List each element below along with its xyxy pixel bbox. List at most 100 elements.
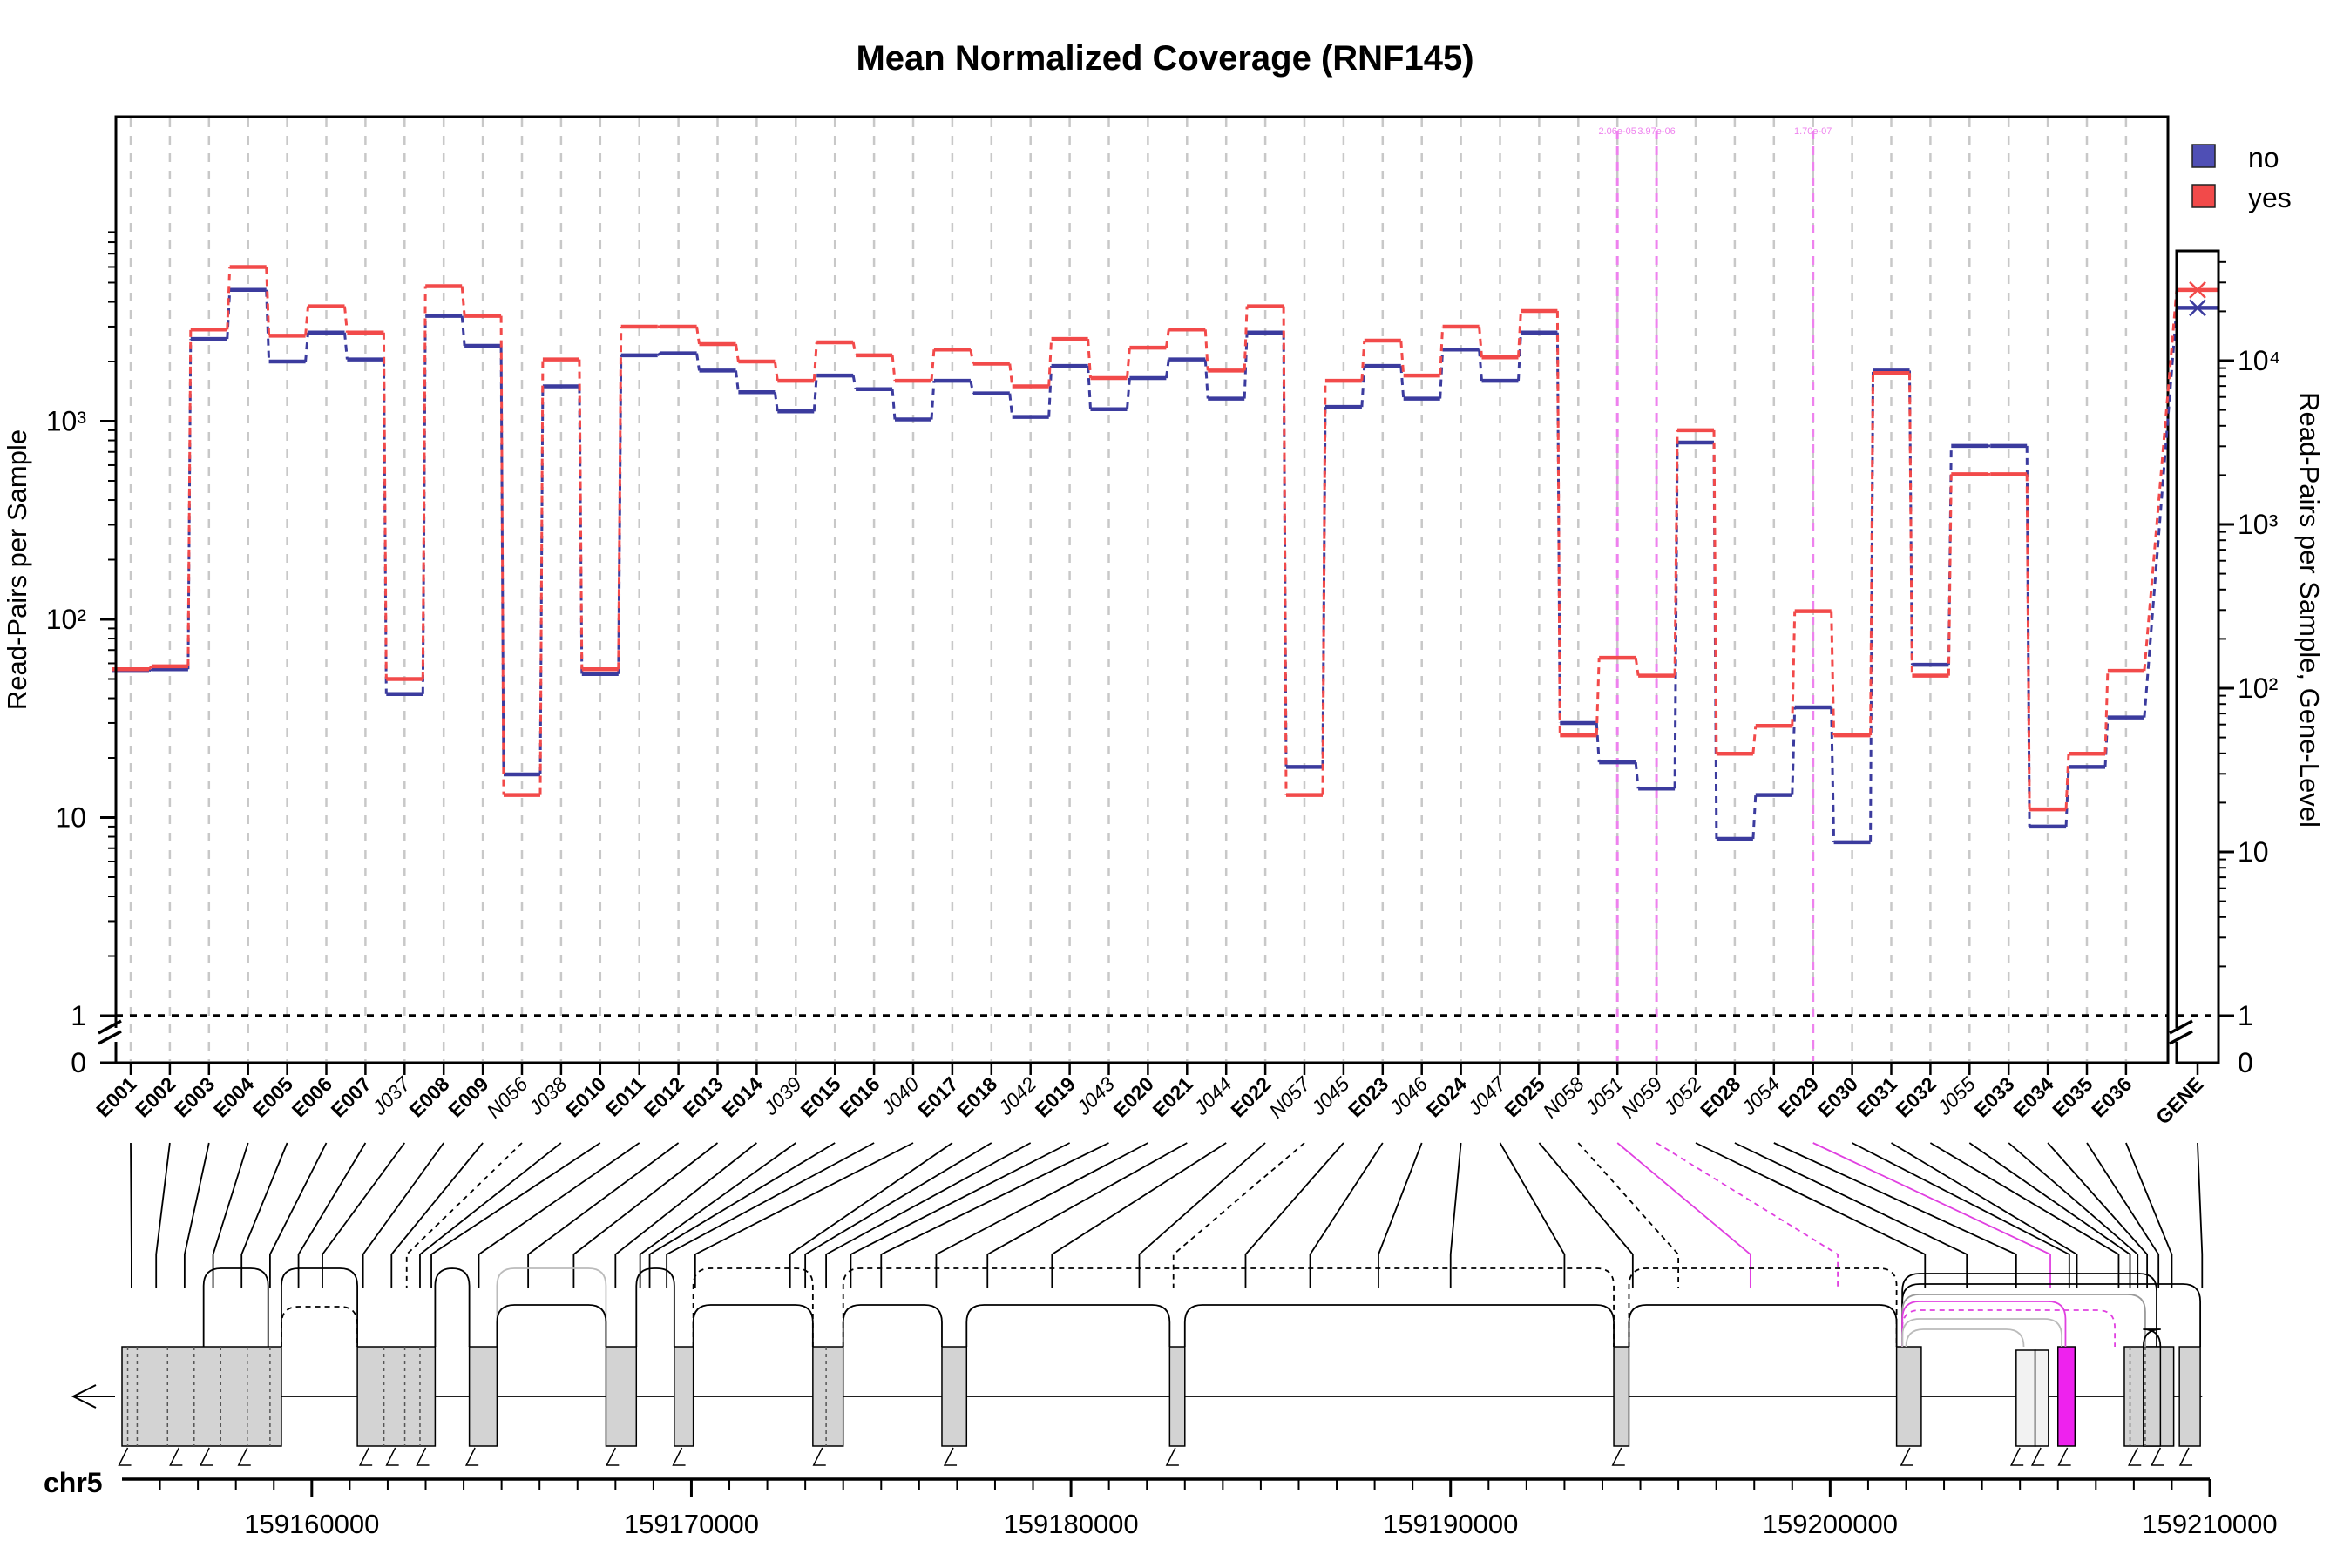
feature-connector: [419, 1142, 562, 1288]
transcript-diagram: [71, 1267, 2203, 1447]
series-yes-connector: [1321, 381, 1327, 795]
series-yes-connector: [1126, 347, 1131, 379]
junction-arc: [692, 1267, 814, 1347]
series-yes-connector: [1947, 474, 1953, 676]
exon-box: [1168, 1346, 1186, 1447]
series-yes-connector: [1791, 611, 1797, 727]
pvalue-label: 3.97e-06: [1637, 126, 1675, 137]
series-no-connector: [695, 353, 701, 371]
feature-connector: [405, 1142, 523, 1288]
chromosome-label: chr5: [44, 1467, 103, 1498]
series-yes-connector: [147, 665, 153, 671]
exon-box: [356, 1346, 437, 1447]
series-yes-connector: [226, 267, 232, 330]
genome-leader: [385, 1447, 399, 1466]
feature-connector: [1812, 1142, 2051, 1288]
feature-connector: [212, 1142, 249, 1288]
series-yes-connector: [1047, 339, 1053, 387]
series-yes-connector: [343, 306, 349, 333]
legend-label-yes: yes: [2248, 182, 2292, 213]
genome-tick-label: 159170000: [624, 1509, 759, 1539]
gene-link-no: [2143, 308, 2178, 718]
feature-connector: [1929, 1142, 2120, 1288]
feature-connector: [648, 1142, 836, 1288]
genome-leader: [416, 1447, 430, 1466]
series-no-connector: [1203, 359, 1209, 399]
series-no-connector: [812, 375, 818, 412]
feature-connector: [789, 1142, 953, 1288]
genome-leader: [672, 1447, 686, 1466]
exon-box: [1613, 1346, 1630, 1447]
genome-tick-label: 159210000: [2142, 1509, 2277, 1539]
gene-axis-break: [2169, 1019, 2193, 1035]
genome-leader: [1165, 1447, 1179, 1466]
feature-connector: [1499, 1142, 1566, 1288]
genome-leader: [2057, 1447, 2071, 1466]
genome-tick-label: 159160000: [244, 1509, 379, 1539]
series-no-connector: [1047, 366, 1053, 417]
exon-box: [2015, 1349, 2036, 1447]
feature-connector: [268, 1142, 328, 1288]
gene-link-yes: [2143, 289, 2178, 672]
feature-connector: [390, 1142, 484, 1288]
series-yes-connector: [891, 355, 897, 382]
junction-arc: [2142, 1328, 2162, 1348]
junction-arc: [1628, 1267, 1898, 1347]
series-yes-connector: [1673, 429, 1679, 676]
feature-connector: [1695, 1142, 1927, 1288]
feature-connector: [155, 1142, 171, 1288]
feature-connector: [880, 1142, 1109, 1288]
genome-leader: [943, 1447, 958, 1466]
y-tick-label: 0: [71, 1047, 86, 1078]
genome-leader: [1611, 1447, 1625, 1466]
feature-connector: [322, 1142, 406, 1288]
feature-connector: [1577, 1142, 1680, 1288]
exon-box: [674, 1346, 694, 1447]
feature-connector: [614, 1142, 757, 1288]
series-no-connector: [1360, 365, 1366, 408]
feature-connector: [1309, 1142, 1384, 1288]
feature-connector: [1449, 1142, 1462, 1288]
gene-tick-label: 0: [2238, 1047, 2253, 1078]
gene-tick-label: 10⁴: [2238, 345, 2280, 376]
series-yes-connector: [1478, 326, 1483, 358]
exon-box: [1895, 1346, 1922, 1447]
feature-connector: [297, 1142, 367, 1288]
junction-arc: [1628, 1304, 1898, 1347]
feature-connector: [1852, 1142, 2070, 1288]
gene-axis-label: Read-Pairs per Sample, Gene-Level: [2294, 392, 2325, 828]
series-yes-connector: [1282, 306, 1288, 795]
legend-label-no: no: [2248, 142, 2279, 173]
series-no-connector: [1830, 706, 1836, 842]
junction-arc: [281, 1267, 358, 1347]
y-axis-break: [98, 1019, 122, 1035]
genome-leader: [606, 1447, 620, 1466]
series-yes-connector: [617, 326, 623, 670]
pvalue-label: 1.70e-07: [1794, 126, 1832, 137]
series-yes-connector: [421, 286, 427, 679]
junction-arc: [1901, 1301, 2067, 1347]
genome-axis: chr5 159160000 159170000 159180000 15919000…: [44, 1447, 2278, 1539]
gene-connector: [2197, 1142, 2204, 1288]
exon-box: [468, 1346, 498, 1447]
series-no-connector: [499, 345, 505, 775]
series-yes-connector: [2064, 754, 2070, 810]
genome-leader: [199, 1447, 213, 1466]
junction-arc: [842, 1267, 1615, 1347]
exon-box: [812, 1346, 844, 1447]
series-no-connector: [969, 380, 975, 394]
series-yes-connector: [930, 349, 936, 382]
exon-box: [2056, 1346, 2076, 1447]
genome-leader: [169, 1447, 183, 1466]
feature-connector: [527, 1142, 680, 1288]
genome-leader: [812, 1447, 826, 1466]
series-no-connector: [1478, 349, 1483, 382]
feature-connector: [2047, 1142, 2149, 1288]
series-yes-connector: [1712, 429, 1718, 754]
feature-connector: [572, 1142, 719, 1288]
junction-arc: [1901, 1309, 2116, 1347]
series-yes-connector: [1203, 329, 1209, 371]
genome-leader: [237, 1447, 251, 1466]
feature-connector: [1734, 1142, 1968, 1288]
series-yes-connector: [1439, 326, 1445, 376]
